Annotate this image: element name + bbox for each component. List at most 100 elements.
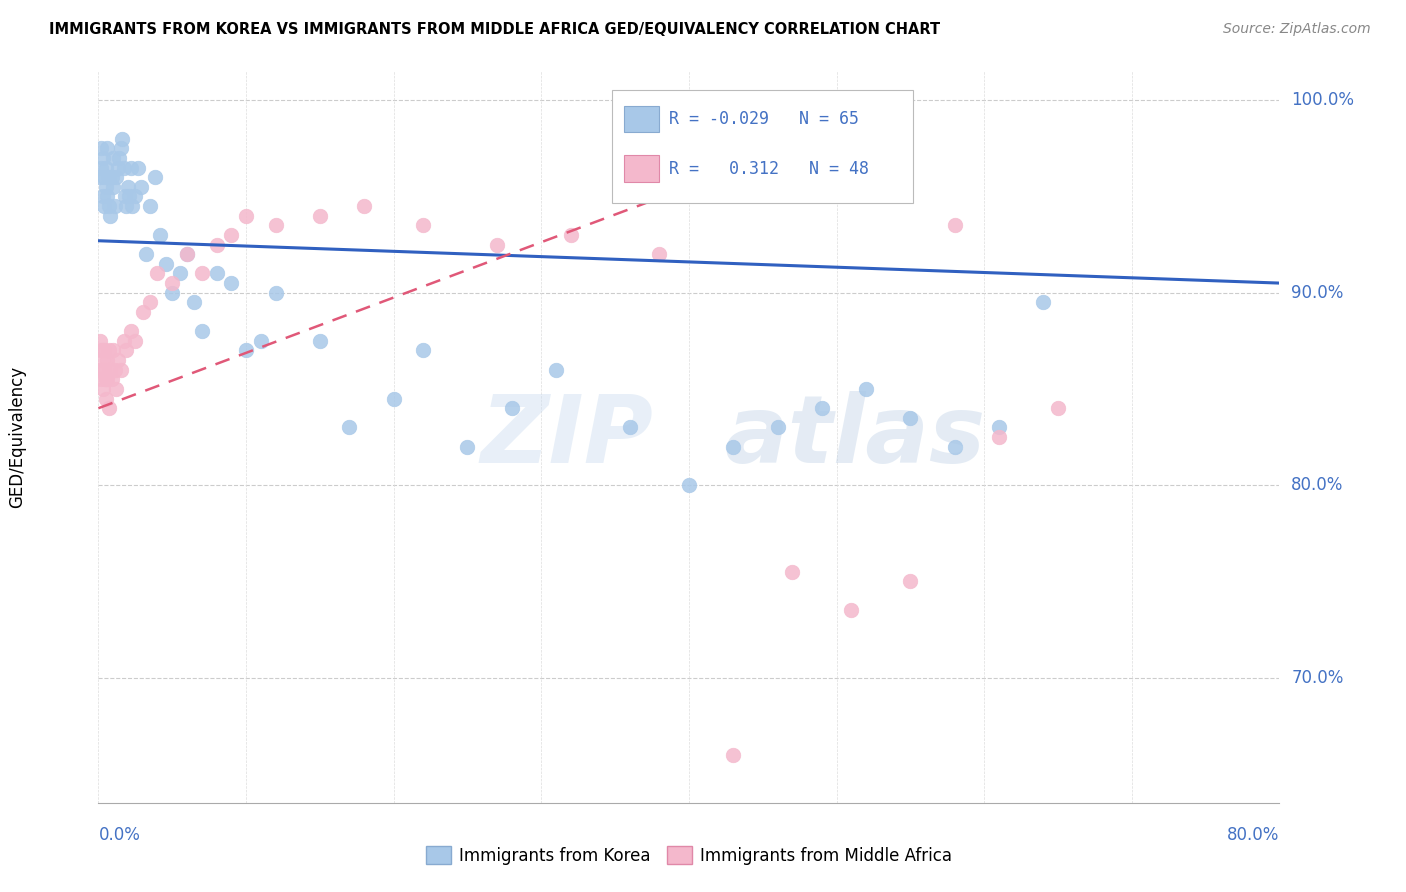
Point xyxy=(90,141,112,155)
Point xyxy=(412,219,434,233)
Point xyxy=(264,219,287,233)
Point xyxy=(988,430,1011,444)
Point xyxy=(139,295,162,310)
Point xyxy=(155,257,177,271)
Point xyxy=(943,440,966,454)
Point xyxy=(132,305,155,319)
Point xyxy=(110,141,132,155)
Point xyxy=(120,161,142,175)
Point xyxy=(105,382,128,396)
Point xyxy=(120,324,142,338)
Point xyxy=(221,227,243,242)
Point xyxy=(143,170,166,185)
Point xyxy=(98,362,121,376)
Text: GED/Equivalency: GED/Equivalency xyxy=(8,366,27,508)
Point xyxy=(115,199,138,213)
Point xyxy=(124,189,146,203)
Point xyxy=(93,170,115,185)
Point xyxy=(1046,401,1070,416)
Point xyxy=(176,247,198,261)
Point xyxy=(501,401,523,416)
Point xyxy=(94,179,117,194)
Point xyxy=(105,170,128,185)
Text: R = -0.029   N = 65: R = -0.029 N = 65 xyxy=(669,110,859,128)
Point xyxy=(111,132,134,146)
Point xyxy=(412,343,434,358)
Point xyxy=(546,362,568,376)
Point xyxy=(183,295,205,310)
Bar xyxy=(624,155,659,182)
Point xyxy=(457,440,479,454)
Point xyxy=(841,603,863,617)
Legend: Immigrants from Korea, Immigrants from Middle Africa: Immigrants from Korea, Immigrants from M… xyxy=(419,839,959,871)
Point xyxy=(162,285,183,300)
Point xyxy=(90,343,112,358)
Point xyxy=(97,401,120,416)
Point xyxy=(118,189,141,203)
Point xyxy=(169,267,191,281)
Point xyxy=(353,199,375,213)
Point xyxy=(382,392,405,406)
Point xyxy=(110,362,132,376)
Point xyxy=(205,237,228,252)
Point xyxy=(115,343,138,358)
Point xyxy=(114,189,136,203)
Text: ZIP: ZIP xyxy=(481,391,654,483)
Point xyxy=(89,362,111,376)
Point xyxy=(191,324,214,338)
Point xyxy=(139,199,162,213)
Text: 90.0%: 90.0% xyxy=(1291,284,1344,301)
Point xyxy=(103,179,125,194)
Text: 80.0%: 80.0% xyxy=(1291,476,1344,494)
Point xyxy=(900,410,922,425)
Point xyxy=(103,151,125,165)
Point xyxy=(94,161,117,175)
Point xyxy=(90,372,112,386)
Point xyxy=(235,343,257,358)
Point xyxy=(91,353,114,368)
Point xyxy=(96,189,118,203)
Point xyxy=(648,247,671,261)
Text: 100.0%: 100.0% xyxy=(1291,91,1354,109)
Point xyxy=(96,353,118,368)
Point xyxy=(810,401,832,416)
Point xyxy=(93,199,115,213)
Point xyxy=(89,334,111,348)
Point xyxy=(97,170,120,185)
Point xyxy=(89,170,111,185)
Point xyxy=(191,267,214,281)
Text: 80.0%: 80.0% xyxy=(1227,826,1279,844)
Text: R =   0.312   N = 48: R = 0.312 N = 48 xyxy=(669,160,869,178)
Point xyxy=(309,209,332,223)
Point xyxy=(91,189,114,203)
Point xyxy=(117,179,139,194)
Point xyxy=(129,179,152,194)
Text: atlas: atlas xyxy=(724,391,986,483)
Point xyxy=(104,362,127,376)
Point xyxy=(94,372,117,386)
Text: 70.0%: 70.0% xyxy=(1291,669,1344,687)
Point xyxy=(205,267,228,281)
Point xyxy=(107,353,129,368)
Point xyxy=(112,334,135,348)
Point xyxy=(121,199,143,213)
Text: 0.0%: 0.0% xyxy=(98,826,141,844)
Point xyxy=(176,247,198,261)
Point xyxy=(235,209,257,223)
Point xyxy=(723,747,745,762)
Point xyxy=(103,343,125,358)
Point xyxy=(943,219,966,233)
Point xyxy=(1032,295,1054,310)
Point xyxy=(93,343,115,358)
Point xyxy=(104,199,127,213)
Text: IMMIGRANTS FROM KOREA VS IMMIGRANTS FROM MIDDLE AFRICA GED/EQUIVALENCY CORRELATI: IMMIGRANTS FROM KOREA VS IMMIGRANTS FROM… xyxy=(49,22,941,37)
Point xyxy=(723,440,745,454)
Point xyxy=(988,420,1011,434)
Point xyxy=(149,227,172,242)
Point xyxy=(900,574,922,589)
Point xyxy=(766,420,789,434)
FancyBboxPatch shape xyxy=(612,90,914,203)
Point xyxy=(124,334,146,348)
Point xyxy=(146,267,169,281)
Point xyxy=(94,392,117,406)
